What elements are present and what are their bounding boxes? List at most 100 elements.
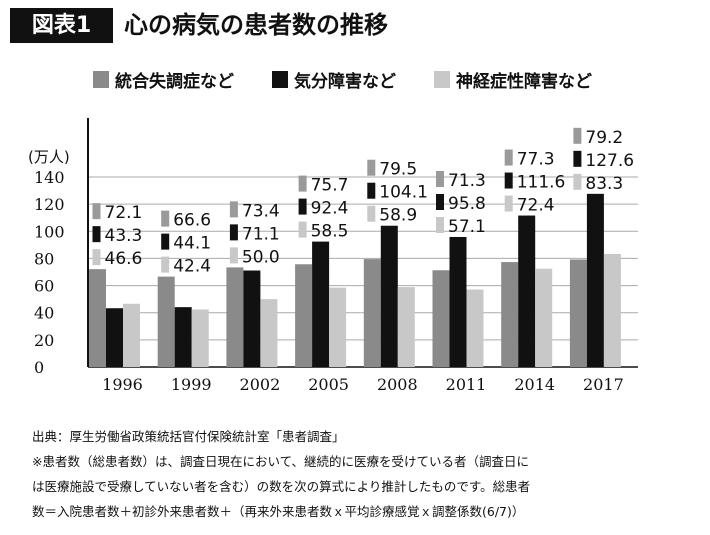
legend-label-mood-disorder: 気分障害など <box>294 72 396 92</box>
label-marker-mood-disorder <box>573 150 582 167</box>
bar-neurotic-disorder <box>603 253 621 367</box>
bar-schizophrenia <box>432 270 450 367</box>
y-tick-label: 0 <box>34 358 44 377</box>
bar-neurotic-disorder <box>260 299 278 367</box>
bar-schizophrenia <box>363 259 381 367</box>
label-marker-schizophrenia <box>92 203 101 220</box>
legend: 統合失調症など 気分障害など 神経症性障害など <box>93 67 630 92</box>
data-label-neurotic-disorder: 83.3 <box>585 174 623 194</box>
label-marker-schizophrenia <box>161 210 170 227</box>
figure-label: 図表1 <box>10 8 113 43</box>
legend-swatch-neurotic-disorder <box>434 71 450 88</box>
data-label-mood-disorder: 71.1 <box>242 224 280 244</box>
legend-label-neurotic-disorder: 神経症性障害など <box>456 72 592 92</box>
x-tick-label: 2011 <box>446 375 487 394</box>
label-marker-mood-disorder <box>92 226 101 243</box>
bar-mood-disorder <box>312 241 330 367</box>
legend-swatch-schizophrenia <box>93 71 109 88</box>
x-tick-label: 2014 <box>514 375 555 394</box>
label-marker-schizophrenia <box>436 170 444 187</box>
data-label-mood-disorder: 44.1 <box>173 234 211 254</box>
bar-neurotic-disorder <box>466 289 484 367</box>
bar-neurotic-disorder <box>535 268 553 367</box>
y-tick-label: 120 <box>34 195 65 214</box>
y-tick-label: 60 <box>34 277 54 296</box>
label-marker-mood-disorder <box>436 193 444 210</box>
bar-neurotic-disorder <box>123 303 140 367</box>
legend-label-schizophrenia: 統合失調症など <box>115 72 234 92</box>
data-label-neurotic-disorder: 72.4 <box>517 196 555 216</box>
data-label-schizophrenia: 66.6 <box>173 211 211 231</box>
data-label-mood-disorder: 111.6 <box>517 173 566 193</box>
y-tick-label: 140 <box>34 168 65 187</box>
note-line-2: は医療施設で受療していない者を含む）の数を次の算式により推計したものです。総患者 <box>32 479 531 494</box>
data-label-schizophrenia: 73.4 <box>242 201 280 221</box>
legend-swatch-mood-disorder <box>272 71 288 88</box>
bar-chart: 0 20 40 60 80 100 120 140 (万人) 1996 72.1 43.3 46.6 19… <box>28 118 638 394</box>
y-tick-label: 80 <box>34 249 54 268</box>
data-label-schizophrenia: 79.2 <box>585 128 623 148</box>
data-label-neurotic-disorder: 46.6 <box>105 249 143 269</box>
legend-item-mood-disorder: 気分障害など <box>272 67 396 92</box>
bar-neurotic-disorder <box>191 309 209 367</box>
label-marker-neurotic-disorder <box>229 247 238 264</box>
label-marker-neurotic-disorder <box>161 256 170 273</box>
y-unit-label: (万人) <box>28 148 70 166</box>
data-label-schizophrenia: 75.7 <box>311 176 349 196</box>
x-tick-label: 2005 <box>308 375 349 394</box>
bar-mood-disorder <box>106 308 123 367</box>
x-tick-label: 2008 <box>377 375 418 394</box>
label-marker-neurotic-disorder <box>92 249 101 266</box>
data-label-mood-disorder: 92.4 <box>311 199 349 219</box>
label-marker-mood-disorder <box>229 224 238 241</box>
bar-mood-disorder <box>518 215 536 367</box>
bar-schizophrenia <box>226 267 244 367</box>
bar-mood-disorder <box>243 270 261 367</box>
bar-schizophrenia <box>569 259 587 367</box>
data-label-neurotic-disorder: 50.0 <box>242 247 280 267</box>
label-marker-schizophrenia <box>367 159 376 176</box>
data-label-neurotic-disorder: 57.1 <box>448 217 486 237</box>
bar-schizophrenia <box>157 276 175 367</box>
bar-schizophrenia <box>501 262 519 367</box>
footer: 出典：厚生労働省政策統括官付保険統計室「患者調査」 ※患者数（総患者数）は、調査… <box>32 424 672 524</box>
y-tick-label: 20 <box>34 331 54 350</box>
label-marker-neurotic-disorder <box>436 216 444 233</box>
label-marker-schizophrenia <box>298 175 307 192</box>
bar-mood-disorder <box>380 225 398 367</box>
x-tick-label: 2017 <box>583 375 624 394</box>
bar-mood-disorder <box>449 236 467 367</box>
data-label-schizophrenia: 79.5 <box>379 160 417 180</box>
label-marker-schizophrenia <box>573 127 582 144</box>
y-tick-label: 100 <box>34 222 65 241</box>
legend-item-neurotic-disorder: 神経症性障害など <box>434 67 592 92</box>
data-label-mood-disorder: 127.6 <box>585 151 634 171</box>
label-marker-neurotic-disorder <box>367 205 376 222</box>
bar-neurotic-disorder <box>397 287 415 367</box>
data-label-mood-disorder: 104.1 <box>379 183 428 203</box>
note-line-1: ※患者数（総患者数）は、調査日現在において、継続的に医療を受けている者（調査日に <box>32 454 529 469</box>
data-label-schizophrenia: 77.3 <box>517 150 555 170</box>
data-label-mood-disorder: 95.8 <box>448 194 486 214</box>
data-label-mood-disorder: 43.3 <box>105 226 143 246</box>
label-marker-schizophrenia <box>229 201 238 218</box>
bar-mood-disorder <box>586 193 604 367</box>
bar-neurotic-disorder <box>329 287 347 367</box>
data-label-neurotic-disorder: 42.4 <box>173 257 211 277</box>
label-marker-mood-disorder <box>298 198 307 215</box>
bar-mood-disorder <box>174 307 192 367</box>
chart-title: 心の病気の患者数の推移 <box>124 11 388 39</box>
label-marker-mood-disorder <box>367 182 376 199</box>
note-line-3: 数＝入院患者数＋初診外来患者数＋（再来外来患者数ｘ平均診療感覚ｘ調整係数(6/7… <box>32 504 525 519</box>
x-tick-label: 1996 <box>102 375 143 394</box>
legend-item-schizophrenia: 統合失調症など <box>93 67 234 92</box>
source-line: 出典：厚生労働省政策統括官付保険統計室「患者調査」 <box>32 429 345 444</box>
data-label-schizophrenia: 72.1 <box>105 203 143 223</box>
x-tick-label: 1999 <box>171 375 212 394</box>
data-label-neurotic-disorder: 58.5 <box>311 222 349 242</box>
label-marker-neurotic-disorder <box>504 195 513 212</box>
data-label-schizophrenia: 71.3 <box>448 171 486 191</box>
bar-schizophrenia <box>295 264 313 367</box>
label-marker-neurotic-disorder <box>573 173 582 190</box>
y-tick-label: 40 <box>34 304 54 323</box>
